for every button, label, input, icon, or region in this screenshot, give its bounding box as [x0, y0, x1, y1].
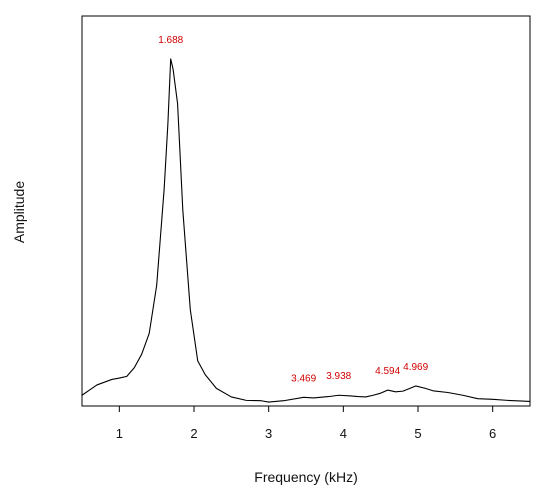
x-tick-label: 4: [340, 426, 347, 441]
x-tick-label: 6: [489, 426, 496, 441]
x-tick-label: 5: [414, 426, 421, 441]
plot-frame: [81, 15, 531, 407]
peak-annotation: 4.969: [403, 362, 428, 373]
x-tick-label: 1: [116, 426, 123, 441]
peak-annotation: 1.688: [158, 35, 183, 46]
x-ticks: 1 2 3 4 5 6: [116, 406, 496, 441]
x-tick-label: 2: [190, 426, 197, 441]
peak-annotation: 4.594: [375, 366, 400, 377]
peak-annotation: 3.938: [326, 371, 351, 382]
x-axis-label: Frequency (kHz): [254, 469, 357, 485]
series-group: [81, 58, 531, 403]
annotations-group: 1.688 3.469 3.938 4.594 4.969: [158, 35, 428, 384]
x-tick-label: 3: [265, 426, 272, 441]
peak-annotation: 3.469: [291, 373, 316, 384]
y-axis-label: Amplitude: [11, 181, 27, 243]
series-line: [81, 58, 531, 403]
